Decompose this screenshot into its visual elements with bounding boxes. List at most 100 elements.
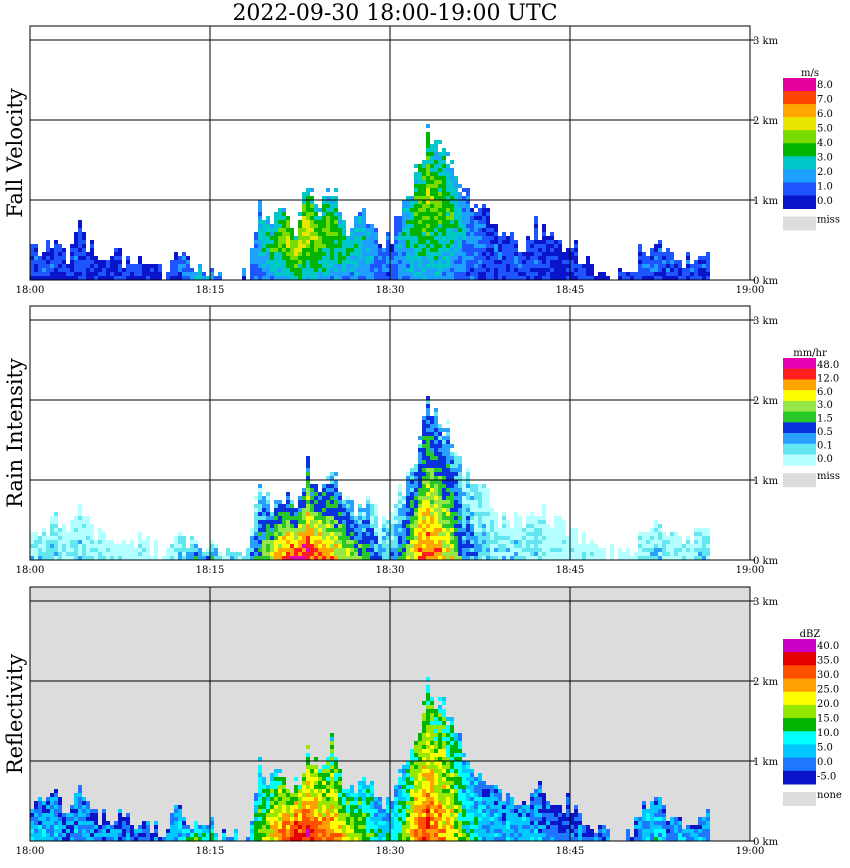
legend-label: 12.0 [817, 373, 839, 384]
heatmap-cell [262, 524, 266, 528]
heatmap-cell [390, 813, 394, 817]
heatmap-cell [334, 793, 338, 797]
heatmap-cell [646, 272, 650, 276]
heatmap-cell [258, 228, 262, 232]
heatmap-cell [310, 204, 314, 208]
heatmap-cell [358, 272, 362, 276]
heatmap-cell [258, 544, 262, 548]
heatmap-cell [450, 160, 454, 164]
legend-missing-swatch [783, 473, 816, 488]
heatmap-cell [374, 532, 378, 536]
heatmap-cell [414, 264, 418, 268]
heatmap-cell [442, 260, 446, 264]
heatmap-cell [102, 837, 106, 841]
heatmap-cell [394, 540, 398, 544]
heatmap-cell [258, 821, 262, 825]
heatmap-cell [482, 484, 486, 488]
heatmap-cell [350, 276, 354, 280]
heatmap-cell [438, 168, 442, 172]
heatmap-cell [474, 220, 478, 224]
heatmap-cell [362, 248, 366, 252]
heatmap-cell [278, 544, 282, 548]
heatmap-cell [486, 548, 490, 552]
heatmap-cell [414, 208, 418, 212]
heatmap-cell [570, 536, 574, 540]
heatmap-cell [94, 825, 98, 829]
heatmap-cell [282, 540, 286, 544]
heatmap-cell [502, 276, 506, 280]
heatmap-cell [54, 825, 58, 829]
heatmap-cell [314, 488, 318, 492]
heatmap-cell [174, 556, 178, 560]
heatmap-cell [434, 504, 438, 508]
heatmap-cell [78, 793, 82, 797]
heatmap-cell [662, 252, 666, 256]
heatmap-cell [86, 252, 90, 256]
heatmap-cell [262, 809, 266, 813]
heatmap-cell [398, 508, 402, 512]
heatmap-cell [490, 548, 494, 552]
heatmap-cell [98, 528, 102, 532]
heatmap-cell [74, 825, 78, 829]
heatmap-cell [362, 256, 366, 260]
heatmap-cell [70, 833, 74, 837]
heatmap-cell [422, 268, 426, 272]
heatmap-cell [254, 520, 258, 524]
heatmap-cell [438, 424, 442, 428]
heatmap-cell [706, 552, 710, 556]
heatmap-cell [686, 268, 690, 272]
heatmap-cell [646, 264, 650, 268]
heatmap-cell [334, 520, 338, 524]
heatmap-cell [418, 508, 422, 512]
heatmap-cell [458, 548, 462, 552]
heatmap-cell [438, 252, 442, 256]
heatmap-cell [586, 276, 590, 280]
heatmap-cell [474, 508, 478, 512]
heatmap-cell [146, 837, 150, 841]
heatmap-cell [50, 272, 54, 276]
heatmap-cell [434, 721, 438, 725]
heatmap-cell [202, 552, 206, 556]
heatmap-cell [426, 444, 430, 448]
heatmap-cell [310, 272, 314, 276]
heatmap-cell [274, 260, 278, 264]
heatmap-cell [422, 773, 426, 777]
heatmap-cell [470, 220, 474, 224]
heatmap-cell [398, 817, 402, 821]
heatmap-cell [186, 260, 190, 264]
heatmap-cell [502, 248, 506, 252]
legend-swatch [783, 182, 816, 196]
heatmap-cell [182, 817, 186, 821]
heatmap-cell [310, 805, 314, 809]
heatmap-cell [106, 540, 110, 544]
heatmap-cell [62, 272, 66, 276]
heatmap-cell [118, 548, 122, 552]
heatmap-cell [366, 272, 370, 276]
heatmap-cell [202, 837, 206, 841]
heatmap-cell [438, 797, 442, 801]
heatmap-cell [494, 228, 498, 232]
heatmap-cell [466, 188, 470, 192]
heatmap-cell [430, 156, 434, 160]
heatmap-cell [442, 152, 446, 156]
heatmap-cell [522, 552, 526, 556]
heatmap-cell [306, 532, 310, 536]
heatmap-cell [42, 276, 46, 280]
heatmap-cell [490, 532, 494, 536]
heatmap-cell [90, 268, 94, 272]
heatmap-cell [482, 228, 486, 232]
heatmap-cell [514, 524, 518, 528]
heatmap-cell [50, 520, 54, 524]
heatmap-cell [310, 228, 314, 232]
heatmap-cell [258, 244, 262, 248]
heatmap-cell [306, 524, 310, 528]
heatmap-cell [322, 532, 326, 536]
heatmap-cell [250, 552, 254, 556]
heatmap-cell [54, 837, 58, 841]
heatmap-cell [314, 801, 318, 805]
heatmap-cell [466, 220, 470, 224]
heatmap-cell [514, 240, 518, 244]
heatmap-cell [602, 272, 606, 276]
heatmap-cell [262, 837, 266, 841]
heatmap-cell [434, 544, 438, 548]
